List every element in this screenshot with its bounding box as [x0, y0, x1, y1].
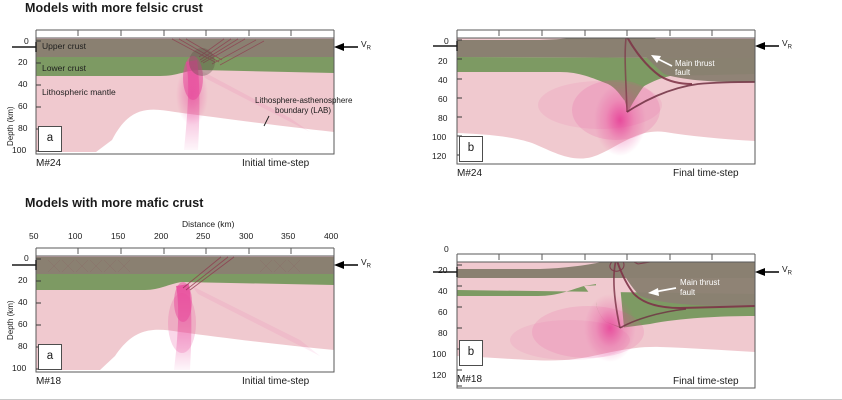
panel-2b-graphic [433, 253, 779, 389]
vr-sub-1a: R [366, 45, 372, 52]
vr-symbol-1a: V [361, 39, 367, 49]
y-tick-2a-20: 20 [18, 275, 28, 285]
layer-label-upper-crust: Upper crust [42, 41, 86, 51]
x-tick-400: 400 [324, 231, 339, 241]
x-tick-50: 50 [29, 231, 39, 241]
x-tick-250: 250 [196, 231, 211, 241]
timestep-label-1a: Initial time-step [242, 158, 310, 169]
y-tick-2b-120: 120 [432, 370, 447, 380]
annotation-thrust-2b-line2: fault [680, 288, 696, 297]
boundary-velocity-arrow-1a [334, 43, 358, 51]
timestep-label-1b: Final time-step [673, 168, 739, 179]
timestep-label-2b: Final time-step [673, 376, 739, 387]
vr-symbol-2a: V [361, 257, 367, 267]
y-tick-2b-0: 0 [444, 244, 449, 254]
annotation-thrust-1b-line2: fault [675, 68, 691, 77]
annotation-lab-line1: Lithosphere-asthenosphere [255, 96, 353, 105]
y-tick-2a-60: 60 [18, 319, 28, 329]
y-tick-1a-20: 20 [18, 57, 28, 67]
model-label-1a: M#24 [36, 158, 62, 169]
y-tick-1b-100: 100 [432, 132, 447, 142]
x-tick-200: 200 [154, 231, 169, 241]
y-tick-2b-80: 80 [438, 328, 448, 338]
boundary-velocity-label-2a: VR [361, 257, 371, 270]
y-tick-1a-60: 60 [18, 101, 28, 111]
vr-sub-2b: R [787, 270, 793, 277]
x-tick-150: 150 [111, 231, 126, 241]
main-thrust-arrow-1b [651, 55, 673, 67]
panel-key-2b: b [459, 340, 483, 366]
x-tick-100: 100 [68, 231, 83, 241]
x-tick-350: 350 [281, 231, 296, 241]
model-label-2a: M#18 [36, 376, 62, 387]
section-title-mafic: Models with more mafic crust [25, 196, 204, 210]
panel-key-2a: a [38, 344, 62, 370]
boundary-velocity-arrow-1b [755, 42, 779, 50]
y-tick-1b-20: 20 [438, 56, 448, 66]
vr-symbol-2b: V [782, 264, 788, 274]
boundary-velocity-label-2b: VR [782, 264, 792, 277]
y-tick-2a-0: 0 [24, 253, 29, 263]
boundary-velocity-arrow-2a [334, 261, 358, 269]
y-tick-1b-0: 0 [444, 36, 449, 46]
y-tick-1a-100: 100 [12, 145, 27, 155]
y-tick-2b-20: 20 [438, 265, 448, 275]
vr-sub-2a: R [366, 263, 372, 270]
panel-key-1b: b [459, 136, 483, 162]
y-tick-2a-80: 80 [18, 341, 28, 351]
model-label-1b: M#24 [457, 168, 483, 179]
main-thrust-arrow-2b [648, 287, 677, 296]
y-tick-1a-0: 0 [24, 36, 29, 46]
vr-symbol-1b: V [782, 38, 788, 48]
panel-key-1a: a [38, 126, 62, 152]
x-axis-label: Distance (km) [182, 219, 235, 229]
annotation-thrust-1b-line1: Main thrust [675, 59, 715, 68]
boundary-velocity-arrow-2b [755, 268, 779, 276]
annotation-lab-line2: boundary (LAB) [275, 106, 332, 115]
y-tick-2b-100: 100 [432, 349, 447, 359]
y-tick-1b-80: 80 [438, 113, 448, 123]
layer-label-lower-crust: Lower crust [42, 63, 86, 73]
y-tick-1b-120: 120 [432, 151, 447, 161]
section-title-felsic: Models with more felsic crust [25, 1, 203, 15]
y-tick-1a-40: 40 [18, 79, 28, 89]
y-tick-2b-60: 60 [438, 307, 448, 317]
y-tick-1b-40: 40 [438, 75, 448, 85]
timestep-label-2a: Initial time-step [242, 376, 310, 387]
y-tick-1b-60: 60 [438, 94, 448, 104]
panel-1b-graphic [433, 29, 779, 165]
panel-1a-graphic [12, 29, 358, 155]
layer-label-lithospheric-mantle: Lithospheric mantle [42, 87, 116, 97]
boundary-velocity-label-1b: VR [782, 38, 792, 51]
y-tick-2a-100: 100 [12, 363, 27, 373]
boundary-velocity-label-1a: VR [361, 39, 371, 52]
annotation-thrust-2b-line1: Main thrust [680, 278, 720, 287]
y-tick-1a-80: 80 [18, 123, 28, 133]
y-tick-2a-40: 40 [18, 297, 28, 307]
vr-sub-1b: R [787, 44, 793, 51]
model-label-2b: M#18 [457, 374, 483, 385]
lab-leader-line [263, 115, 270, 127]
x-tick-300: 300 [239, 231, 254, 241]
y-tick-2b-40: 40 [438, 286, 448, 296]
panel-2a-graphic [12, 247, 358, 373]
